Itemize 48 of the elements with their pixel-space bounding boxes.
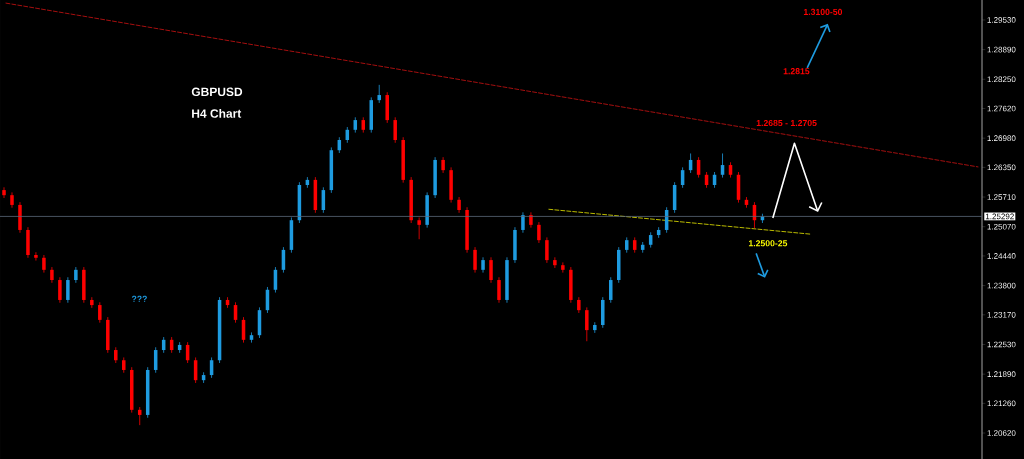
candlestick (74, 266, 78, 284)
annotation: 1.2815 (783, 68, 810, 75)
candlestick (457, 196, 461, 214)
candlestick (98, 301, 102, 324)
candlestick (609, 276, 613, 304)
y-tick-label: 1.21890 (987, 371, 1016, 377)
candlestick (537, 221, 541, 244)
candlestick (561, 262, 565, 274)
candlestick (481, 256, 485, 274)
candlestick (489, 256, 493, 284)
y-tick-label: 1.28890 (987, 46, 1016, 53)
text: H4 Chart (192, 108, 242, 118)
annotation: 1.2500-25 (748, 240, 788, 247)
y-tick-label: 1.25070 (987, 223, 1016, 230)
candlestick (521, 211, 525, 234)
ref-line-label: 1.25292 (985, 213, 1014, 220)
candlestick (529, 211, 533, 229)
annotation: 1.3100-50 (803, 8, 843, 16)
candlestick (417, 217, 421, 240)
candlestick (2, 186, 6, 199)
candlestick (66, 276, 70, 304)
y-tick-label: 1.26350 (987, 164, 1016, 171)
y-tick-label: 1.20620 (987, 430, 1016, 436)
candlestick (545, 236, 549, 264)
y-tick-label: 1.23170 (987, 311, 1016, 318)
candlestick (497, 276, 501, 304)
y-tick-label: 1.26980 (987, 135, 1016, 141)
y-tick-label: 1.22530 (987, 341, 1016, 348)
candlestick (585, 306, 589, 342)
candlestick (441, 156, 445, 174)
y-tick-label: 1.29530 (987, 17, 1016, 23)
y-tick-label: 1.23800 (987, 282, 1016, 289)
candlestick (473, 246, 477, 274)
y-tick-label: 1.21260 (987, 400, 1016, 407)
candlestick (377, 84, 381, 104)
candlestick (553, 256, 557, 269)
annotation: ??? (131, 295, 147, 302)
candlestick (10, 192, 14, 209)
annotation: 1.2685 - 1.2705 (756, 119, 817, 127)
candlestick (50, 266, 54, 284)
y-tick-label: 1.27620 (987, 105, 1016, 112)
candlestick (34, 251, 38, 261)
y-tick-label: 1.24440 (987, 253, 1016, 259)
candlestick (393, 116, 397, 144)
text: GBPUSD (191, 87, 243, 97)
candlestick (58, 276, 62, 304)
y-tick-label: 1.25710 (987, 194, 1016, 200)
y-tick-label: 1.28250 (987, 76, 1016, 83)
